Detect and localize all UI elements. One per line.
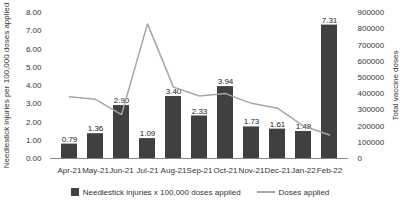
svg-text:900000: 900000 — [358, 8, 385, 17]
svg-text:0.00: 0.00 — [26, 154, 42, 163]
svg-text:2.90: 2.90 — [114, 96, 130, 105]
svg-text:400000: 400000 — [358, 89, 385, 98]
svg-text:200000: 200000 — [358, 122, 385, 131]
svg-text:Sep-21: Sep-21 — [187, 166, 213, 175]
svg-text:8.00: 8.00 — [26, 8, 42, 17]
svg-text:7.00: 7.00 — [26, 26, 42, 35]
svg-text:7.31: 7.31 — [322, 16, 338, 25]
svg-text:100000: 100000 — [358, 138, 385, 147]
svg-text:800000: 800000 — [358, 24, 385, 33]
svg-text:3.00: 3.00 — [26, 99, 42, 108]
svg-text:600000: 600000 — [358, 57, 385, 66]
svg-text:5.00: 5.00 — [26, 63, 42, 72]
svg-text:May-21: May-21 — [82, 166, 109, 175]
svg-text:Needlestick injuries per 100,0: Needlestick injuries per 100,000 doses a… — [2, 3, 11, 168]
svg-text:2.00: 2.00 — [26, 118, 42, 127]
svg-text:Oct-21: Oct-21 — [213, 166, 238, 175]
svg-text:0: 0 — [358, 154, 363, 163]
svg-text:0.79: 0.79 — [62, 135, 78, 144]
svg-text:300000: 300000 — [358, 105, 385, 114]
svg-text:Aug-21: Aug-21 — [161, 166, 187, 175]
svg-text:Feb-22: Feb-22 — [317, 166, 343, 175]
svg-text:Total vaccine doses: Total vaccine doses — [391, 51, 400, 121]
svg-text:6.00: 6.00 — [26, 45, 42, 54]
svg-text:700000: 700000 — [358, 41, 385, 50]
svg-text:Apr-21: Apr-21 — [57, 166, 82, 175]
svg-text:Jun-21: Jun-21 — [109, 166, 134, 175]
svg-text:3.94: 3.94 — [218, 77, 234, 86]
html-text:Doses applied: Doses applied — [278, 187, 330, 197]
svg-text:4.00: 4.00 — [26, 81, 42, 90]
svg-text:1.61: 1.61 — [270, 120, 286, 129]
svg-text:3.40: 3.40 — [165, 87, 182, 96]
svg-text:Jan-22: Jan-22 — [291, 166, 316, 175]
svg-text:500000: 500000 — [358, 73, 385, 82]
svg-text:Dec-21: Dec-21 — [265, 166, 291, 175]
html-text:Needlestick injuries x 100,000: Needlestick injuries x 100,000 doses app… — [82, 187, 241, 197]
svg-text:1.36: 1.36 — [88, 124, 104, 133]
svg-text:1.48: 1.48 — [295, 122, 312, 132]
svg-text:1.73: 1.73 — [244, 117, 260, 126]
svg-text:Nov-21: Nov-21 — [239, 166, 265, 175]
svg-text:2.33: 2.33 — [192, 107, 208, 116]
svg-text:1.00: 1.00 — [26, 136, 42, 145]
svg-text:1.09: 1.09 — [140, 129, 156, 138]
svg-text:Jul-21: Jul-21 — [137, 166, 159, 175]
